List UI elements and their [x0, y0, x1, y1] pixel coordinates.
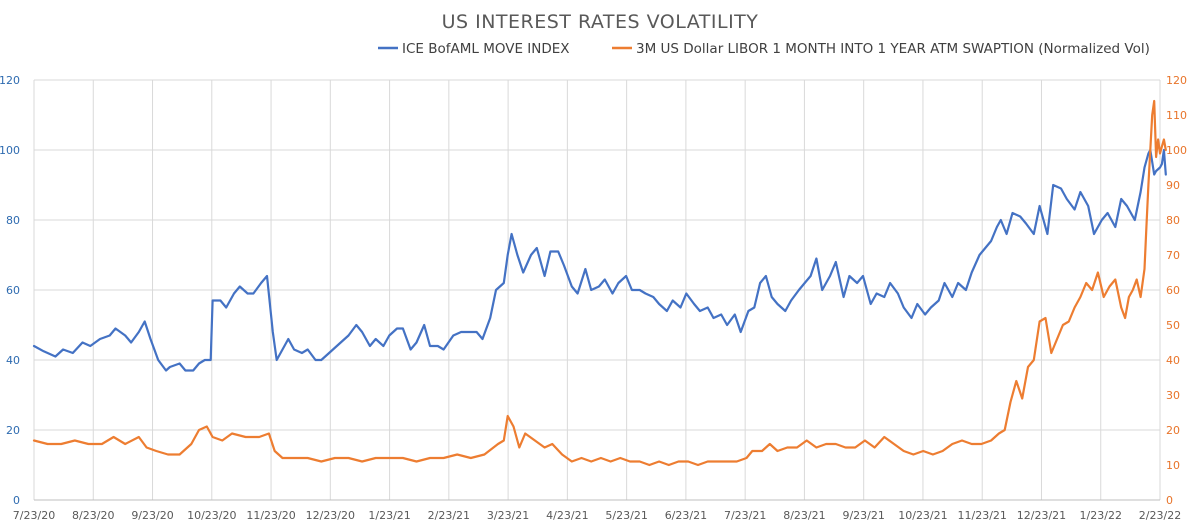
x-tick-label: 1/23/22: [1080, 509, 1122, 522]
x-axis-ticks: 7/23/20 8/23/20 9/23/20 10/23/20 11/23/20 12/…: [13, 509, 1181, 522]
y-right-tick-label: 120: [1166, 74, 1187, 87]
x-tick-label: 10/23/21: [898, 509, 947, 522]
x-tick-label: 5/23/21: [605, 509, 647, 522]
legend-label-swaption: 3M US Dollar LIBOR 1 MONTH INTO 1 YEAR A…: [636, 41, 1150, 57]
y-right-tick-label: 60: [1166, 284, 1180, 297]
x-tick-label: 6/23/21: [665, 509, 707, 522]
x-tick-label: 12/23/20: [306, 509, 355, 522]
y-right-tick-label: 70: [1166, 249, 1180, 262]
y-right-tick-label: 90: [1166, 179, 1180, 192]
legend-item-move-index: ICE BofAML MOVE INDEX: [378, 41, 570, 57]
x-tick-label: 4/23/21: [546, 509, 588, 522]
y-right-tick-label: 20: [1166, 424, 1180, 437]
y-axis-left-ticks: 0 20 40 60 80 100 120: [0, 74, 20, 507]
x-tick-label: 8/23/21: [783, 509, 825, 522]
x-tick-label: 2/23/21: [428, 509, 470, 522]
y-left-tick-label: 120: [0, 74, 20, 87]
legend-label-move-index: ICE BofAML MOVE INDEX: [402, 41, 570, 57]
series-line-move-index: [32, 148, 1167, 372]
y-right-tick-label: 30: [1166, 389, 1180, 402]
series-line-swaption: [32, 99, 1167, 467]
y-left-tick-label: 20: [6, 424, 20, 437]
y-right-tick-label: 110: [1166, 109, 1187, 122]
x-tick-label: 1/23/21: [368, 509, 410, 522]
x-tick-label: 2/23/22: [1139, 509, 1181, 522]
y-right-tick-label: 50: [1166, 319, 1180, 332]
legend: ICE BofAML MOVE INDEX 3M US Dollar LIBOR…: [378, 41, 1150, 57]
x-tick-label: 11/23/21: [958, 509, 1007, 522]
x-tick-label: 10/23/20: [187, 509, 236, 522]
y-left-tick-label: 80: [6, 214, 20, 227]
x-tick-label: 12/23/21: [1017, 509, 1066, 522]
y-right-tick-label: 0: [1166, 494, 1173, 507]
x-tick-label: 7/23/21: [724, 509, 766, 522]
y-right-tick-label: 10: [1166, 459, 1180, 472]
chart-title: US INTEREST RATES VOLATILITY: [442, 11, 759, 33]
y-left-tick-label: 60: [6, 284, 20, 297]
y-left-tick-label: 0: [13, 494, 20, 507]
x-tick-label: 8/23/20: [72, 509, 114, 522]
y-right-tick-label: 80: [1166, 214, 1180, 227]
x-tick-label: 11/23/20: [246, 509, 295, 522]
x-tick-label: 9/23/20: [131, 509, 173, 522]
x-tick-label: 9/23/21: [842, 509, 884, 522]
x-tick-label: 3/23/21: [487, 509, 529, 522]
y-axis-right-ticks: 0 10 20 30 40 50 60 70 80 90 100 110 120: [1166, 74, 1187, 507]
series-lines: [32, 99, 1167, 467]
y-right-tick-label: 40: [1166, 354, 1180, 367]
y-left-tick-label: 40: [6, 354, 20, 367]
gridlines: [33, 79, 1161, 501]
x-tick-label: 7/23/20: [13, 509, 55, 522]
y-right-tick-label: 100: [1166, 144, 1187, 157]
y-left-tick-label: 100: [0, 144, 20, 157]
legend-item-swaption: 3M US Dollar LIBOR 1 MONTH INTO 1 YEAR A…: [612, 41, 1150, 57]
